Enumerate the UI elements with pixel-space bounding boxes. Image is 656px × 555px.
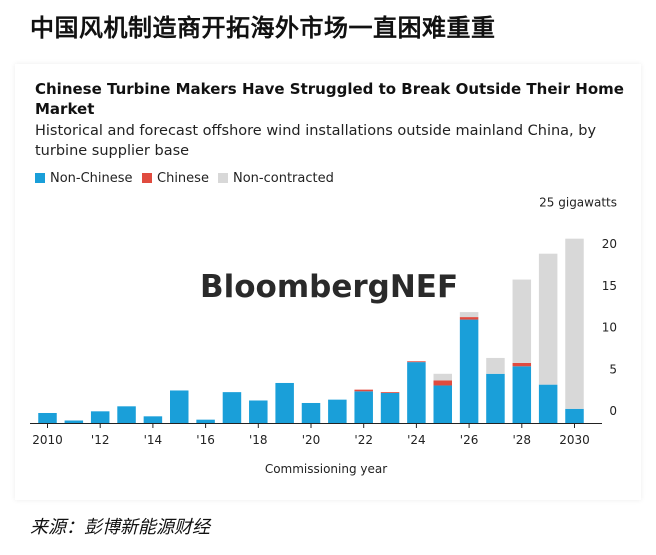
legend-swatch-chinese	[142, 173, 152, 183]
x-tick-label-2026: '26	[460, 433, 479, 447]
bar-chinese-2028	[512, 362, 532, 367]
chart-card	[15, 64, 641, 500]
x-tick-label-2024: '24	[407, 433, 426, 447]
bar-non-contracted-2025	[433, 373, 452, 381]
bar-non-chinese-2012	[90, 411, 110, 423]
bar-non-chinese-2028	[512, 366, 532, 423]
bar-non-chinese-2014	[143, 416, 163, 423]
legend-item-non-contracted: Non-contracted	[218, 170, 334, 186]
bar-non-chinese-2013	[117, 406, 136, 423]
y-tick-label-0: 0	[609, 404, 617, 418]
bar-non-contracted-2026	[459, 312, 479, 318]
legend-swatch-non-contracted	[218, 173, 228, 183]
bar-non-contracted-2030	[565, 238, 584, 409]
bar-chinese-2023	[380, 392, 400, 393]
chart-title: Chinese Turbine Makers Have Struggled to…	[35, 80, 624, 118]
bar-non-contracted-2027	[486, 357, 505, 374]
bar-non-chinese-2024	[407, 362, 426, 423]
x-tick-label-2030: 2030	[559, 433, 590, 447]
y-tick-label-10: 10	[602, 321, 617, 335]
bar-non-chinese-2010	[38, 412, 57, 423]
bar-chinese-2025	[433, 380, 452, 386]
bar-non-chinese-2020	[301, 402, 321, 423]
x-tick-label-2018: '18	[249, 433, 268, 447]
x-tick-label-2022: '22	[354, 433, 373, 447]
chart-subtitle: Historical and forecast offshore wind in…	[35, 123, 597, 159]
bar-non-chinese-2017	[222, 392, 242, 423]
x-tick-label-2014: '14	[144, 433, 163, 447]
x-tick-label-2010: 2010	[32, 433, 63, 447]
bar-non-chinese-2027	[486, 373, 505, 423]
bar-non-chinese-2023	[380, 392, 400, 423]
bar-non-chinese-2016	[196, 419, 215, 423]
y-tick-label-20: 20	[602, 237, 617, 251]
bar-chinese-2024	[407, 361, 426, 363]
bar-non-chinese-2015	[170, 390, 189, 423]
y-tick-label-5: 5	[609, 362, 617, 376]
bar-non-chinese-2025	[433, 385, 452, 423]
bar-non-chinese-2011	[64, 420, 84, 423]
bar-non-chinese-2026	[459, 319, 479, 423]
legend-label-chinese: Chinese	[157, 170, 209, 186]
page-headline: 中国风机制造商开拓海外市场一直困难重重	[30, 14, 496, 42]
x-axis-title: Commissioning year	[265, 462, 387, 476]
bar-non-chinese-2022	[354, 391, 373, 423]
y-unit-label: 25 gigawatts	[539, 196, 617, 210]
x-tick-label-2028: '28	[513, 433, 532, 447]
bar-non-chinese-2030	[565, 408, 584, 423]
bar-non-chinese-2021	[328, 399, 347, 423]
legend-label-non-chinese: Non-Chinese	[50, 170, 133, 186]
legend-label-non-contracted: Non-contracted	[233, 170, 334, 186]
x-tick-label-2020: '20	[302, 433, 321, 447]
bar-non-chinese-2018	[249, 400, 268, 423]
x-tick-label-2012: '12	[91, 433, 110, 447]
bar-non-contracted-2028	[512, 279, 532, 363]
bar-non-chinese-2029	[538, 384, 558, 423]
x-tick-label-2016: '16	[196, 433, 215, 447]
y-tick-label-15: 15	[602, 279, 617, 293]
source-note: 来源：彭博新能源财经	[30, 517, 210, 538]
legend-item-chinese: Chinese	[142, 170, 209, 186]
bar-chinese-2026	[459, 317, 479, 320]
bloombergnef-logo: BloombergNEF	[200, 269, 458, 305]
legend-swatch-non-chinese	[35, 173, 45, 183]
legend-item-non-chinese: Non-Chinese	[35, 170, 133, 186]
bar-chinese-2022	[354, 389, 373, 392]
bar-non-contracted-2029	[538, 253, 558, 385]
bar-non-chinese-2019	[275, 382, 294, 423]
